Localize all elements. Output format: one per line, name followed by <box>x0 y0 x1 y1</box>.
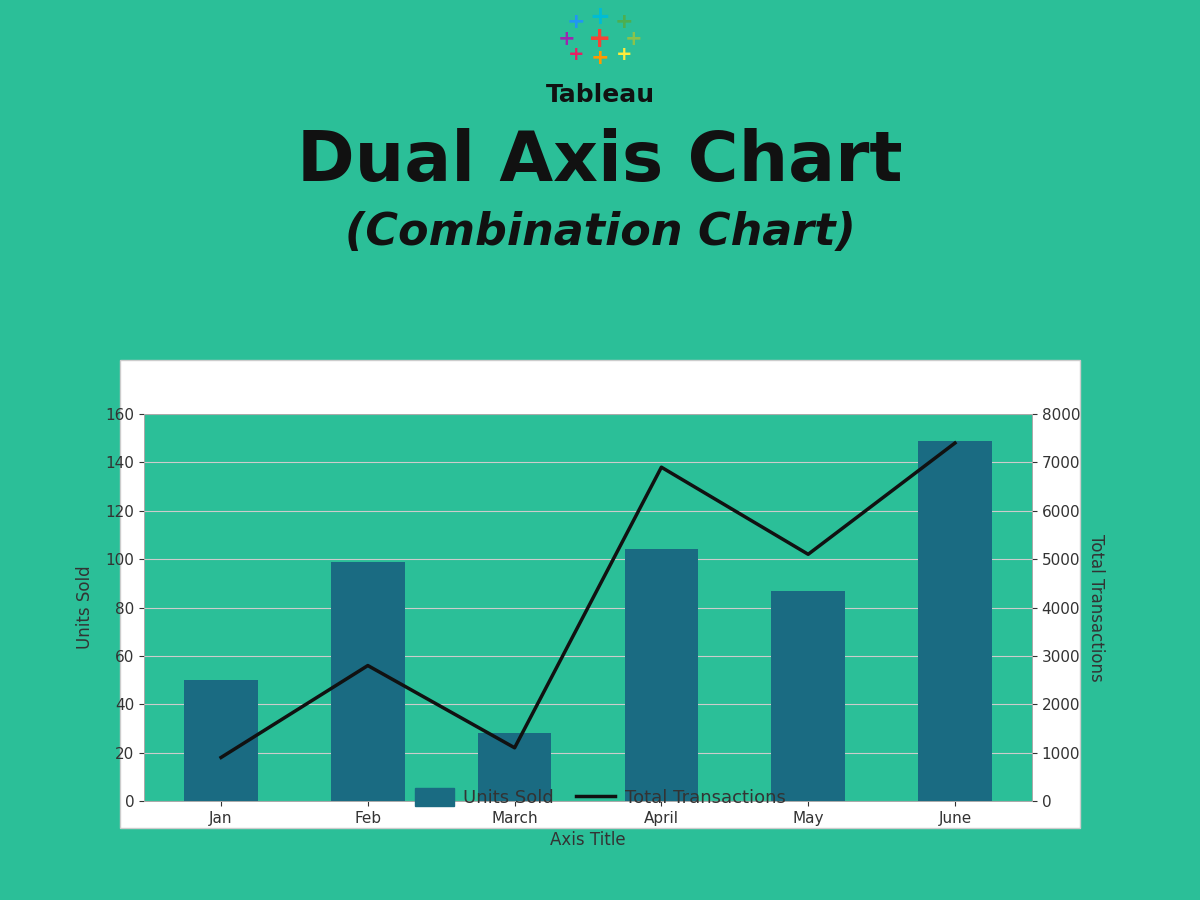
Bar <box>185 680 258 801</box>
Text: (Combination Chart): (Combination Chart) <box>344 211 856 254</box>
Bar <box>625 549 698 801</box>
Text: +: + <box>568 45 584 65</box>
Text: +: + <box>558 29 575 49</box>
Bar <box>918 441 991 801</box>
Text: +: + <box>588 24 612 53</box>
Bar <box>478 734 551 801</box>
Text: +: + <box>625 29 642 49</box>
Y-axis label: Total Transactions: Total Transactions <box>1087 534 1105 681</box>
Text: +: + <box>616 45 632 65</box>
Text: Tableau: Tableau <box>546 83 654 106</box>
Text: +: + <box>589 5 611 29</box>
Legend: Units Sold, Total Transactions: Units Sold, Total Transactions <box>407 780 793 814</box>
Bar <box>772 590 845 801</box>
Y-axis label: Units Sold: Units Sold <box>76 566 94 649</box>
Text: +: + <box>566 13 586 32</box>
Text: Dual Axis Chart: Dual Axis Chart <box>298 129 902 195</box>
Text: +: + <box>590 49 610 68</box>
Bar <box>331 562 404 801</box>
X-axis label: Axis Title: Axis Title <box>550 832 626 850</box>
Text: +: + <box>614 13 634 32</box>
